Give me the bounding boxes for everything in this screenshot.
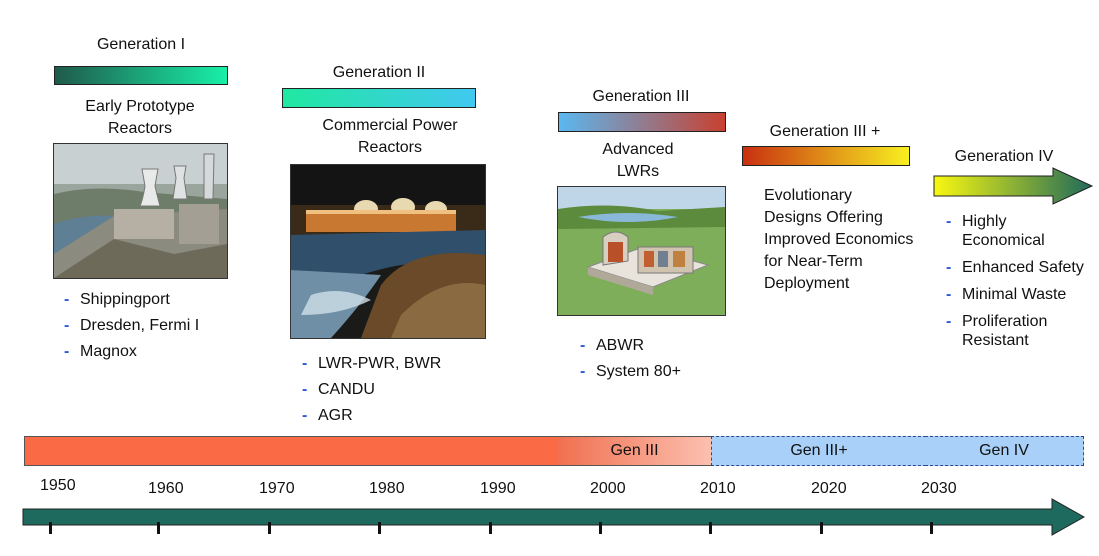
list-item: System 80+ <box>580 359 740 385</box>
gen3plus-title: Generation III + <box>769 123 881 140</box>
list-item: Proliferation Resistant <box>946 312 1086 350</box>
gen3-title: Generation III <box>592 88 690 105</box>
gen3-reactor-list: ABWR System 80+ <box>580 333 740 385</box>
gen2-color-bar <box>282 88 476 108</box>
year-tick <box>489 522 492 534</box>
year-tick <box>599 522 602 534</box>
year-tick <box>49 522 52 534</box>
year-label: 1990 <box>480 480 516 497</box>
gen1-reactor-list: Shippingport Dresden, Fermi I Magnox <box>64 287 264 365</box>
year-label: 2020 <box>811 480 847 497</box>
year-label: 1970 <box>259 480 295 497</box>
year-tick <box>820 522 823 534</box>
gen2-title: Generation II <box>332 64 426 81</box>
gen1-color-bar <box>54 66 228 85</box>
gen2-subtitle: Commercial Power Reactors <box>322 117 458 156</box>
gen1-reactor-photo <box>53 143 228 279</box>
timeline-segment-gen3plus: Gen III+ <box>711 436 926 466</box>
gen3-subtitle: Advanced LWRs <box>602 141 674 180</box>
year-label: 1950 <box>40 477 76 494</box>
gen4-title: Generation IV <box>954 148 1054 165</box>
year-tick <box>709 522 712 534</box>
list-item: Dresden, Fermi I <box>64 313 264 339</box>
timeline-segment-gen1-2 <box>24 436 560 466</box>
timeline-axis-arrow <box>22 498 1086 536</box>
gen1-title: Generation I <box>96 36 186 53</box>
year-label: 2000 <box>590 480 626 497</box>
year-label: 1960 <box>148 480 184 497</box>
gen4-goals-list: Highly Economical Enhanced Safety Minima… <box>946 212 1086 358</box>
gen3-reactor-photo <box>557 186 726 316</box>
year-tick <box>268 522 271 534</box>
list-item: ABWR <box>580 333 740 359</box>
year-tick <box>930 522 933 534</box>
list-item: Magnox <box>64 339 264 365</box>
year-tick <box>157 522 160 534</box>
timeline-segment-gen3: Gen III <box>558 436 711 466</box>
gen3-color-bar <box>558 112 726 132</box>
list-item: CANDU <box>302 377 502 403</box>
list-item: AGR <box>302 403 502 429</box>
year-label: 2030 <box>921 480 957 497</box>
list-item: Highly Economical <box>946 212 1086 250</box>
gen4-arrow <box>933 167 1094 205</box>
timeline-segment-gen4: Gen IV <box>925 436 1084 466</box>
year-label: 2010 <box>700 480 736 497</box>
list-item: LWR-PWR, BWR <box>302 351 502 377</box>
year-tick <box>378 522 381 534</box>
list-item: Shippingport <box>64 287 264 313</box>
year-label: 1980 <box>369 480 405 497</box>
gen3plus-color-bar <box>742 146 910 166</box>
gen3plus-description: Evolutionary Designs Offering Improved E… <box>764 187 914 292</box>
list-item: Enhanced Safety <box>946 258 1086 277</box>
gen1-subtitle: Early Prototype Reactors <box>85 98 195 137</box>
gen2-reactor-list: LWR-PWR, BWR CANDU AGR <box>302 351 502 429</box>
list-item: Minimal Waste <box>946 285 1086 304</box>
gen2-reactor-photo <box>290 164 486 339</box>
